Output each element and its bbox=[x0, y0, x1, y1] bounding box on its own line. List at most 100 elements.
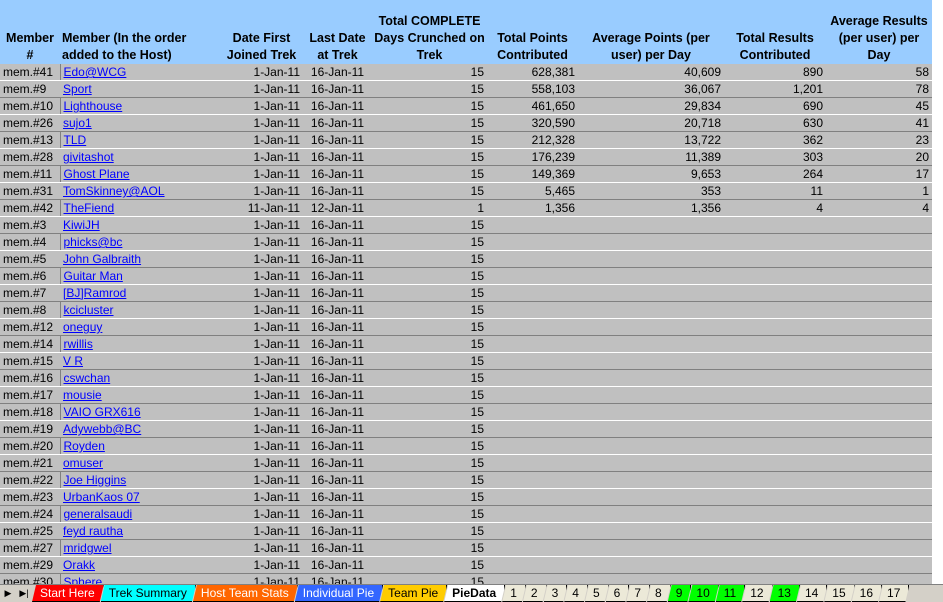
member-name-cell[interactable]: kcicluster bbox=[59, 301, 220, 319]
avg-results-per-day-cell[interactable] bbox=[826, 318, 932, 336]
total-points-cell[interactable] bbox=[487, 267, 578, 285]
sheet-tab[interactable]: Team Pie bbox=[380, 585, 447, 602]
sheet-tab[interactable]: 1 bbox=[502, 585, 526, 602]
total-results-cell[interactable]: 630 bbox=[724, 114, 826, 132]
sheet-tab[interactable]: 16 bbox=[852, 585, 882, 602]
last-date-cell[interactable]: 16-Jan-11 bbox=[303, 454, 372, 472]
member-name-cell[interactable]: phicks@bc bbox=[59, 233, 220, 251]
avg-points-per-day-cell[interactable] bbox=[578, 250, 724, 268]
total-points-cell[interactable] bbox=[487, 488, 578, 506]
member-name-cell[interactable]: [BJ]Ramrod bbox=[60, 284, 220, 302]
date-first-joined-cell[interactable]: 1-Jan-11 bbox=[220, 318, 303, 336]
avg-points-per-day-cell[interactable] bbox=[578, 420, 724, 438]
avg-results-per-day-cell[interactable]: 23 bbox=[826, 131, 932, 149]
total-results-cell[interactable]: 1,201 bbox=[724, 80, 826, 98]
avg-results-per-day-cell[interactable] bbox=[826, 539, 932, 557]
next-sheet-button[interactable]: ▶ bbox=[4, 588, 12, 598]
member-link[interactable]: Royden bbox=[63, 439, 105, 453]
total-results-cell[interactable]: 303 bbox=[724, 148, 826, 166]
member-link[interactable]: phicks@bc bbox=[63, 235, 123, 249]
avg-results-per-day-cell[interactable] bbox=[826, 301, 932, 319]
member-name-cell[interactable]: Edo@WCG bbox=[59, 64, 220, 81]
total-points-cell[interactable] bbox=[487, 335, 578, 353]
avg-points-per-day-cell[interactable]: 29,834 bbox=[578, 97, 724, 115]
total-points-cell[interactable] bbox=[487, 250, 578, 268]
date-first-joined-cell[interactable]: 1-Jan-11 bbox=[220, 369, 303, 387]
days-crunched-cell[interactable]: 15 bbox=[372, 165, 487, 183]
avg-results-per-day-cell[interactable] bbox=[826, 437, 932, 455]
total-points-cell[interactable] bbox=[487, 386, 578, 404]
avg-results-per-day-cell[interactable]: 78 bbox=[826, 80, 932, 98]
date-first-joined-cell[interactable]: 1-Jan-11 bbox=[220, 437, 303, 455]
member-name-cell[interactable]: mridgwel bbox=[59, 539, 220, 557]
last-date-cell[interactable]: 16-Jan-11 bbox=[303, 250, 372, 268]
avg-points-per-day-cell[interactable]: 13,722 bbox=[578, 131, 724, 149]
total-results-cell[interactable] bbox=[724, 505, 826, 523]
member-link[interactable]: UrbanKaos 07 bbox=[63, 490, 140, 504]
member-link[interactable]: Guitar Man bbox=[63, 269, 123, 283]
sheet-tab[interactable]: Host Team Stats bbox=[193, 585, 298, 602]
member-name-cell[interactable]: Sphere bbox=[59, 573, 220, 584]
avg-points-per-day-cell[interactable] bbox=[578, 403, 724, 421]
date-first-joined-cell[interactable]: 1-Jan-11 bbox=[220, 114, 303, 132]
member-number-cell[interactable]: mem.#3 bbox=[0, 216, 60, 234]
avg-points-per-day-cell[interactable] bbox=[578, 233, 724, 251]
date-first-joined-cell[interactable]: 1-Jan-11 bbox=[220, 216, 303, 234]
date-first-joined-cell[interactable]: 1-Jan-11 bbox=[220, 522, 303, 540]
avg-points-per-day-cell[interactable] bbox=[578, 386, 724, 404]
days-crunched-cell[interactable]: 15 bbox=[372, 114, 487, 132]
last-date-cell[interactable]: 16-Jan-11 bbox=[303, 386, 372, 404]
member-number-cell[interactable]: mem.#30 bbox=[0, 573, 60, 584]
member-link[interactable]: Joe Higgins bbox=[63, 473, 127, 487]
member-name-cell[interactable]: Lighthouse bbox=[59, 97, 220, 115]
avg-results-per-day-cell[interactable] bbox=[826, 369, 932, 387]
member-number-cell[interactable]: mem.#5 bbox=[0, 250, 60, 268]
member-number-cell[interactable]: mem.#31 bbox=[0, 182, 60, 200]
date-first-joined-cell[interactable]: 1-Jan-11 bbox=[220, 556, 303, 574]
avg-points-per-day-cell[interactable] bbox=[578, 471, 724, 489]
total-points-cell[interactable] bbox=[487, 233, 578, 251]
avg-results-per-day-cell[interactable] bbox=[826, 267, 932, 285]
member-number-cell[interactable]: mem.#16 bbox=[0, 369, 60, 387]
member-name-cell[interactable]: Royden bbox=[59, 437, 220, 455]
date-first-joined-cell[interactable]: 1-Jan-11 bbox=[220, 80, 303, 98]
avg-results-per-day-cell[interactable] bbox=[826, 522, 932, 540]
member-name-cell[interactable]: TheFiend bbox=[59, 199, 220, 217]
member-number-cell[interactable]: mem.#24 bbox=[0, 505, 60, 523]
member-link[interactable]: Edo@WCG bbox=[63, 65, 127, 79]
total-points-cell[interactable]: 5,465 bbox=[487, 182, 578, 200]
member-link[interactable]: sujo1 bbox=[63, 116, 92, 130]
avg-results-per-day-cell[interactable] bbox=[826, 471, 932, 489]
avg-points-per-day-cell[interactable] bbox=[578, 556, 724, 574]
member-link[interactable]: V R bbox=[63, 354, 84, 368]
avg-results-per-day-cell[interactable]: 1 bbox=[826, 182, 932, 200]
member-number-cell[interactable]: mem.#18 bbox=[0, 403, 60, 421]
total-points-cell[interactable] bbox=[487, 420, 578, 438]
days-crunched-cell[interactable]: 15 bbox=[372, 301, 487, 319]
total-results-cell[interactable] bbox=[724, 301, 826, 319]
member-link[interactable]: Adywebb@BC bbox=[63, 422, 142, 436]
sheet-tab[interactable]: Trek Summary bbox=[101, 585, 196, 602]
total-points-cell[interactable] bbox=[487, 556, 578, 574]
total-results-cell[interactable]: 362 bbox=[724, 131, 826, 149]
days-crunched-cell[interactable]: 15 bbox=[372, 556, 487, 574]
member-name-cell[interactable]: generalsaudi bbox=[59, 505, 220, 523]
last-date-cell[interactable]: 16-Jan-11 bbox=[303, 131, 372, 149]
avg-results-per-day-cell[interactable] bbox=[826, 250, 932, 268]
member-link[interactable]: omuser bbox=[63, 456, 104, 470]
days-crunched-cell[interactable]: 15 bbox=[372, 148, 487, 166]
sheet-tab[interactable]: 8 bbox=[647, 585, 671, 602]
date-first-joined-cell[interactable]: 1-Jan-11 bbox=[220, 233, 303, 251]
last-date-cell[interactable]: 16-Jan-11 bbox=[303, 80, 372, 98]
days-crunched-cell[interactable]: 15 bbox=[372, 352, 487, 370]
member-name-cell[interactable]: Guitar Man bbox=[59, 267, 220, 285]
avg-results-per-day-cell[interactable] bbox=[826, 556, 932, 574]
member-link[interactable]: VAIO GRX616 bbox=[63, 405, 141, 419]
days-crunched-cell[interactable]: 15 bbox=[372, 471, 487, 489]
member-link[interactable]: oneguy bbox=[63, 320, 103, 334]
member-number-cell[interactable]: mem.#4 bbox=[0, 233, 60, 251]
avg-results-per-day-cell[interactable] bbox=[826, 216, 932, 234]
member-number-cell[interactable]: mem.#42 bbox=[0, 199, 60, 217]
total-results-cell[interactable] bbox=[724, 284, 826, 302]
sheet-tab[interactable]: 2 bbox=[523, 585, 547, 602]
